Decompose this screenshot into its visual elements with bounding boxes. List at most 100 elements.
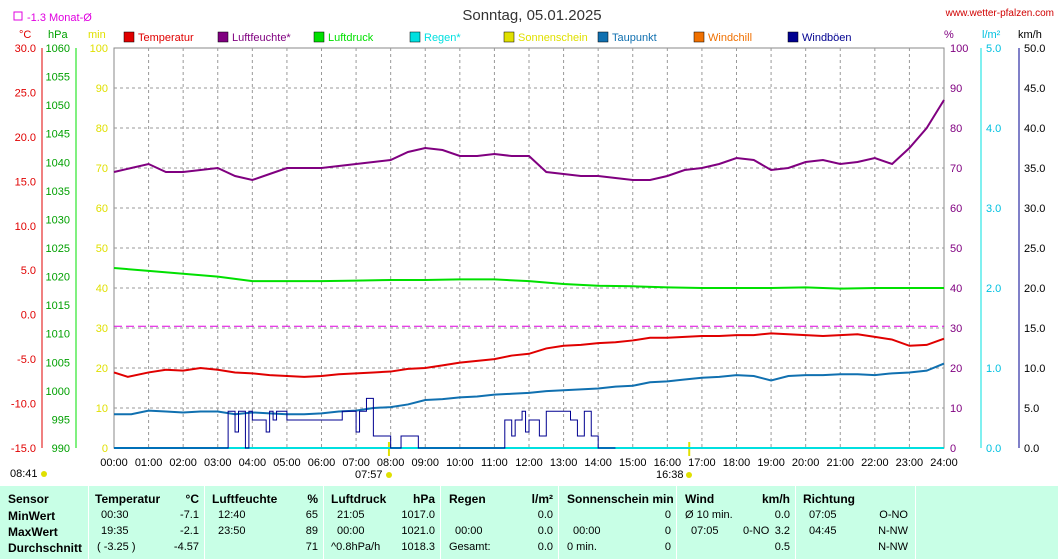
sunrise-line-time: 07:57 [355,469,383,481]
pressure-column: Luftdruck hPa 21:05 1017.0 00:00 1021.0 … [323,486,441,559]
wind-tick-label: 40.0 [1024,123,1045,135]
x-tick-label: 05:00 [273,457,301,469]
legend-label: Windchill [708,32,752,44]
temperature-column: Temperatur °C 00:30 -7.1 19:35 -2.1 ( -3… [88,486,205,559]
legend-label: Temperatur [138,32,194,44]
x-tick-label: 02:00 [169,457,197,469]
rain-unit: l/m² [982,29,1001,41]
press-tick-label: 1040 [46,157,70,169]
x-tick-label: 23:00 [896,457,924,469]
series-windben-line [114,397,616,449]
x-tick-label: 06:00 [308,457,336,469]
x-tick-label: 24:00 [930,457,958,469]
min-tick-label: 60 [96,203,108,215]
sunrise-marker: 08:41 [10,468,47,480]
temp-tick-label: -15.0 [11,443,36,455]
legend-label: Windböen [802,32,852,44]
press-avg-value: 1018.3 [401,541,435,553]
legend-swatch [409,31,421,43]
site-link[interactable]: www.wetter-pfalzen.com [945,8,1054,19]
series-luftdruck-line [113,267,944,290]
hum-tick-label: 50 [950,243,962,255]
x-tick-label: 00:00 [100,457,128,469]
press-max-time: 00:00 [337,525,365,537]
wind-max-direction: 0-NO [743,525,770,537]
rain-tick-label: 0.0 [986,443,1001,455]
wind-tick-label: 30.0 [1024,203,1045,215]
legend-label: Taupunkt [612,32,657,44]
wind-tick-label: 10.0 [1024,363,1045,375]
min-tick-label: 30 [96,323,108,335]
rain-header: Regen [449,492,486,506]
x-tick-label: 22:00 [861,457,889,469]
hum-tick-label: 0 [950,443,956,455]
press-tick-label: 1045 [46,129,70,141]
x-tick-label: 16:00 [654,457,682,469]
press-tick-label: 1000 [46,386,70,398]
sun-icon [686,472,692,478]
temp-tick-label: 20.0 [15,132,36,144]
min-tick-label: 70 [96,163,108,175]
wind-tick-label: 45.0 [1024,83,1045,95]
rain-max-time: 00:00 [455,525,483,537]
minwert-label: MinWert [8,509,56,523]
x-tick-label: 12:00 [515,457,543,469]
min-tick-label: 80 [96,123,108,135]
x-tick-label: 08:00 [377,457,405,469]
sunshine-column: Sonnenschein min 0 00:00 0 0 min. 0 [558,486,677,559]
hum-min-value: 65 [305,509,318,521]
min-unit: min [88,29,106,41]
wind-header: Wind [685,492,715,506]
press-tick-label: 1020 [46,272,70,284]
dir-min-value: O-NO [879,509,908,521]
sunrise-time: 08:41 [10,468,38,480]
x-tick-label: 20:00 [792,457,820,469]
pressure-unit: hPa [412,492,435,506]
hum-tick-label: 30 [950,323,962,335]
pressure-header: Luftdruck [331,492,387,506]
dir-max-value: N-NW [878,525,908,537]
wind-column: Wind km/h Ø 10 min. 0.0 07:05 0-NO 3.2 0… [676,486,796,559]
press-tick-label: 1010 [46,329,70,341]
press-tick-label: 995 [52,414,70,426]
monat-legend-icon [13,11,23,21]
wind-tick-label: 35.0 [1024,163,1045,175]
temperature-unit: °C [185,492,199,506]
legend-swatch [123,31,135,43]
x-tick-label: 13:00 [550,457,578,469]
temp-tick-label: -5.0 [17,354,36,366]
hum-max-value: 89 [305,525,318,537]
x-tick-label: 18:00 [723,457,751,469]
legend-swatch [787,31,799,43]
weather-chart: Sonntag, 05.01.2025 www.wetter-pfalzen.c… [10,7,1054,481]
press-unit: hPa [48,29,68,41]
temp-tick-label: 0.0 [21,310,36,322]
hum-tick-label: 80 [950,123,962,135]
wind-tick-label: 25.0 [1024,243,1045,255]
min-tick-label: 0 [102,443,108,455]
sun-avg-value: 0 [664,541,671,553]
x-tick-label: 19:00 [757,457,785,469]
x-tick-label: 01:00 [135,457,163,469]
temp-min-time: 00:30 [101,509,129,521]
legend-item: Sonnenschein [503,31,588,44]
legend-swatch [217,31,229,43]
wind-unit: km/h [761,492,790,506]
temp-max-value: -2.1 [180,525,199,537]
wind-tick-label: 50.0 [1024,43,1045,55]
wind-tick-label: 0.0 [1024,443,1039,455]
x-tick-label: 04:00 [239,457,267,469]
legend-swatch [313,31,325,43]
sun-total-label: 0 min. [567,541,597,553]
legend-swatch [597,31,609,43]
legend-item: Luftfeuchte* [217,31,291,44]
sun-max-value: 0 [664,525,671,537]
rain-tick-label: 4.0 [986,123,1001,135]
maxwert-label: MaxWert [8,525,58,539]
temperature-header: Temperatur [95,492,161,506]
temp-avg-value: -4.57 [173,541,199,553]
legend-swatch [503,31,515,43]
x-tick-label: 21:00 [826,457,854,469]
hum-tick-label: 10 [950,403,962,415]
sun-icon [41,471,47,477]
